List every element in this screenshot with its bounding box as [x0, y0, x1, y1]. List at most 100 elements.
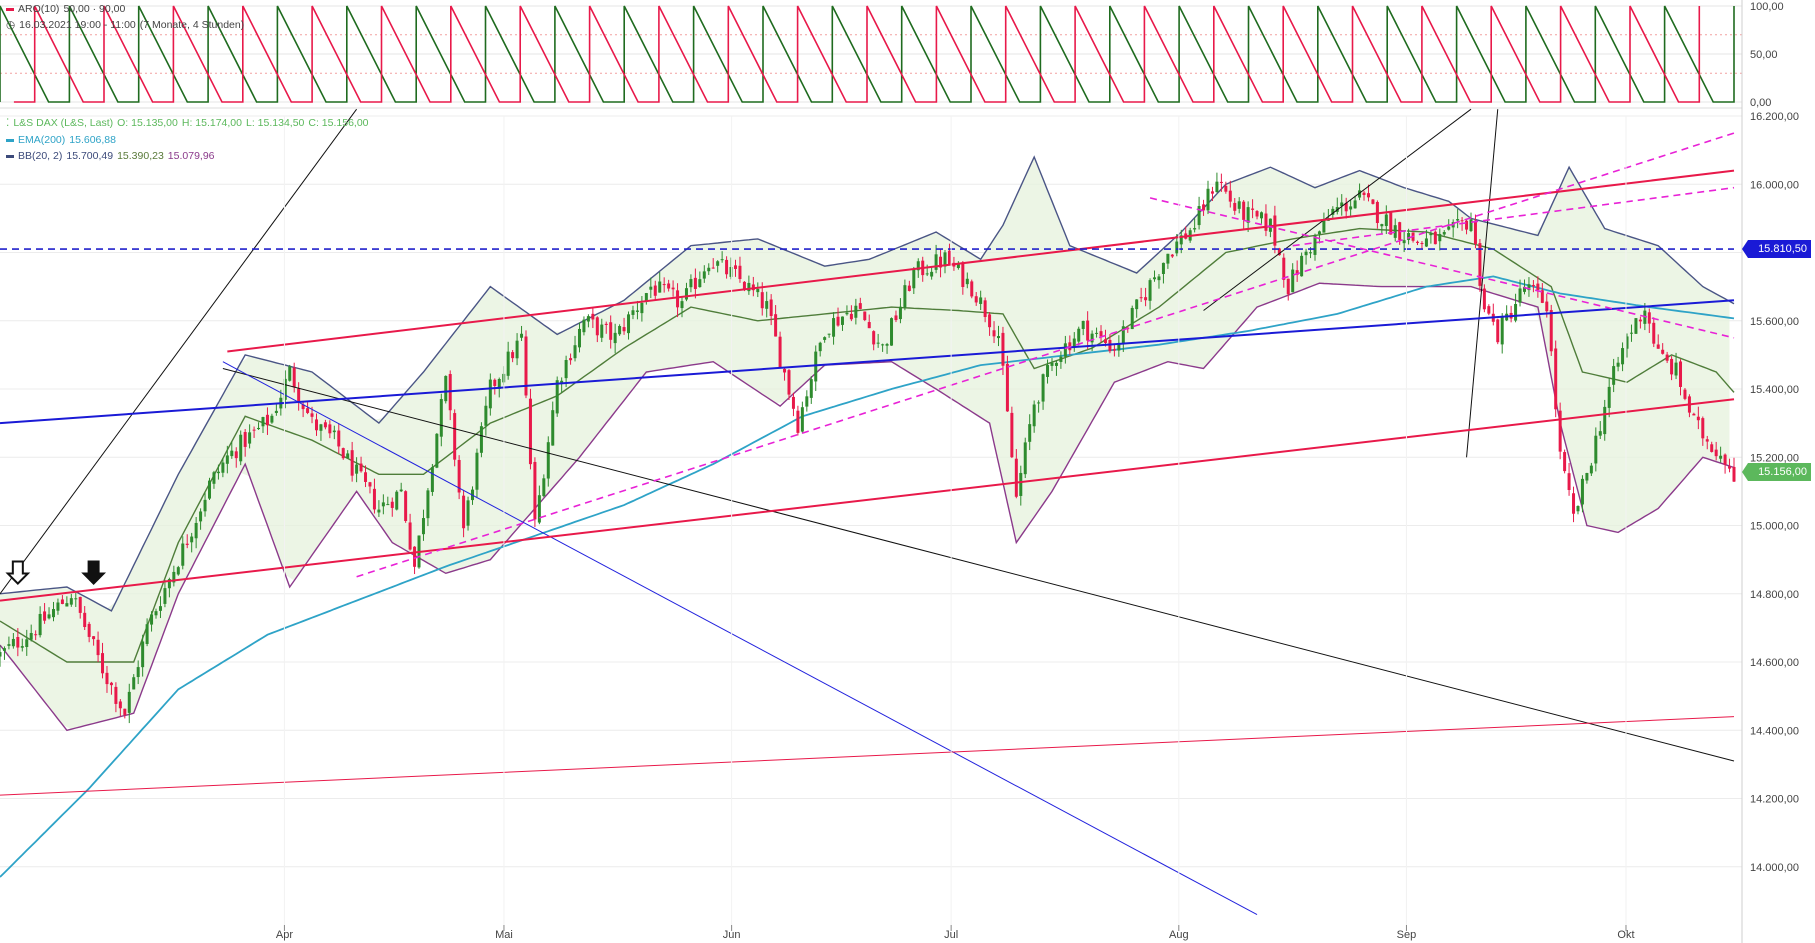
candle-body [123, 708, 127, 716]
candle-body [894, 315, 898, 321]
candle-body [934, 254, 938, 270]
trendline-2 [222, 361, 1258, 916]
candle-body [212, 472, 216, 484]
candle-body [1482, 288, 1486, 310]
candle-body [444, 375, 448, 402]
candle-body [649, 286, 653, 290]
candle-body [520, 333, 524, 338]
ohlc-high: H: 15.174,00 [181, 117, 242, 129]
candle-body [1478, 243, 1482, 286]
candle-body [136, 667, 140, 678]
candle-body [738, 265, 742, 280]
candle-body [1179, 235, 1183, 245]
candle-body [814, 351, 818, 382]
candle-body [796, 410, 800, 433]
candle-body [1349, 206, 1353, 210]
candle-body [1175, 241, 1179, 254]
price-tick-label: 16.000,00 [1750, 179, 1799, 191]
candle-body [1255, 211, 1259, 217]
candles [0, 172, 1736, 724]
candle-body [555, 380, 559, 414]
candle-body [533, 461, 537, 520]
candle-body [1197, 206, 1201, 226]
candle-body [783, 368, 787, 373]
trendline-0 [0, 108, 358, 595]
candle-body [1153, 277, 1157, 280]
candle-body [346, 453, 350, 459]
candle-body [368, 482, 372, 487]
candle-body [355, 464, 359, 474]
candle-body [1518, 288, 1522, 303]
candle-body [1081, 320, 1085, 329]
candle-body [916, 261, 920, 271]
candle-body [1683, 389, 1687, 399]
candle-body [1634, 318, 1638, 334]
candle-body [1661, 349, 1665, 354]
candle-body [1340, 202, 1344, 207]
candle-body [1001, 332, 1005, 366]
candle-body [956, 264, 960, 269]
candle-body [497, 379, 501, 389]
aroon-legend[interactable]: ARO(10) 50,00 · 90,00 [6, 3, 129, 15]
candle-body [1095, 332, 1099, 334]
aroon-down-line [13, 5, 1701, 103]
range-label: (7 Monate, 4 Stunden) [139, 19, 245, 31]
candle-body [537, 495, 541, 523]
candle-body [524, 336, 528, 396]
candle-body [778, 336, 782, 368]
candle-body [60, 599, 64, 604]
candle-body [1112, 349, 1116, 351]
candle-body [1054, 362, 1058, 366]
candle-body [992, 330, 996, 337]
candle-body [854, 305, 858, 318]
candle-body [386, 504, 390, 506]
candle-body [881, 344, 885, 346]
ema-legend[interactable]: EMA(200) 15.606,88 [6, 134, 120, 146]
candle-body [332, 430, 336, 433]
candle-body [1670, 358, 1674, 375]
candle-body [1170, 254, 1174, 257]
candle-body [867, 322, 871, 329]
candle-body [127, 691, 131, 713]
aroon-values: 50,00 · 90,00 [63, 3, 126, 15]
candle-body [653, 285, 657, 296]
candle-body [234, 451, 238, 459]
candle-body [1130, 307, 1134, 330]
candle-body [248, 432, 252, 444]
candle-body [925, 273, 929, 275]
candle-body [270, 415, 274, 423]
candle-body [1237, 201, 1241, 209]
candle-body [1099, 331, 1103, 337]
candle-body [729, 266, 733, 277]
candle-body [1638, 319, 1642, 322]
bb-lower-line [0, 282, 1735, 732]
candle-body [96, 639, 100, 656]
price-legend[interactable]: ⁚ L&S DAX (L&S, Last) O: 15.135,00 H: 15.17… [6, 117, 373, 129]
candle-body [716, 261, 720, 266]
candle-body [1295, 270, 1299, 275]
candle-body [930, 271, 934, 277]
candle-body [43, 611, 47, 621]
candle-body [306, 408, 310, 413]
candle-body [1607, 386, 1611, 408]
candle-body [65, 603, 69, 607]
candle-body [907, 285, 911, 291]
candle-body [551, 410, 555, 446]
arrow-down-icon [5, 560, 31, 585]
candle-body [1366, 193, 1370, 198]
candle-body [1059, 356, 1063, 362]
candle-body [640, 302, 644, 314]
bb-legend[interactable]: BB(20, 2) 15.700,49 15.390,23 15.079,96 [6, 150, 219, 162]
candle-body [484, 405, 488, 426]
candle-body [528, 398, 532, 465]
candle-body [1090, 333, 1094, 343]
candle-body [493, 379, 497, 386]
candle-body [181, 543, 185, 566]
candle-body [845, 312, 849, 315]
trendline-5 [0, 299, 1735, 425]
candle-body [635, 310, 639, 312]
candle-body [435, 433, 439, 468]
candle-body [426, 490, 430, 519]
